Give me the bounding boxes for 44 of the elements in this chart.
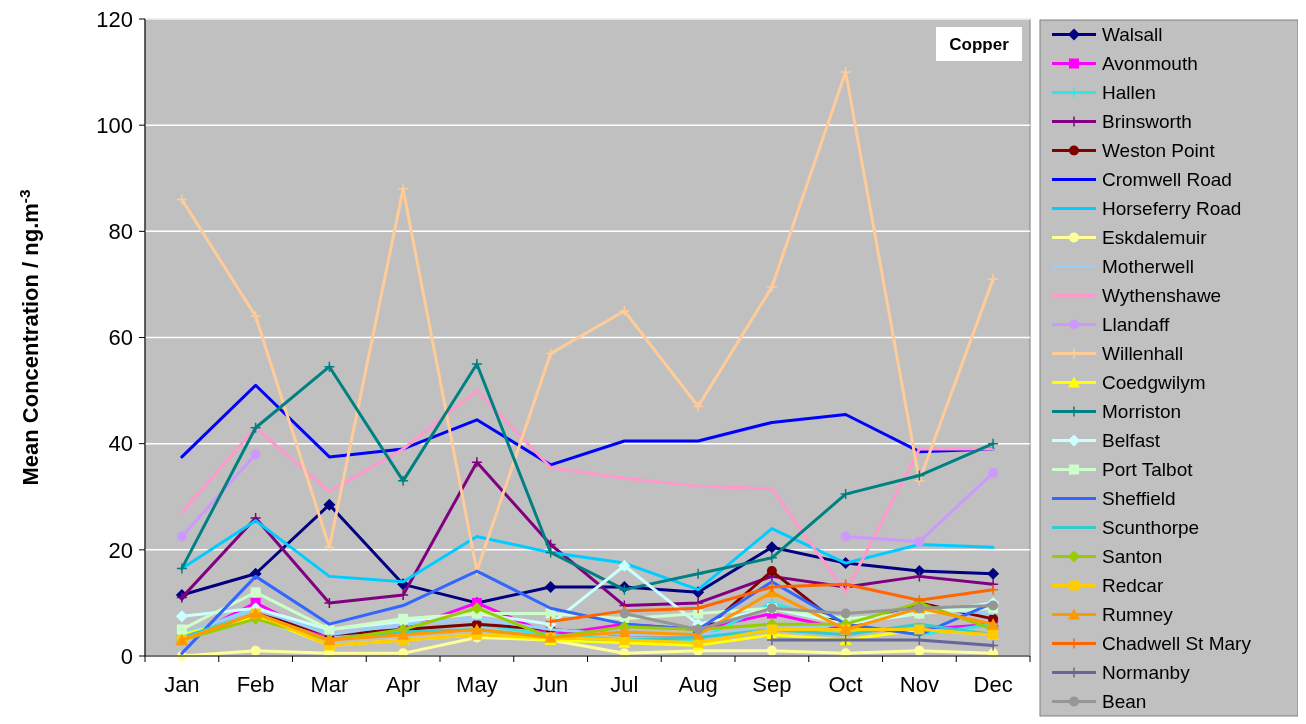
x-tick-label: Nov bbox=[899, 672, 939, 697]
x-tick-label: Oct bbox=[828, 672, 863, 697]
x-tick-label: Apr bbox=[386, 672, 421, 697]
text: Copper bbox=[949, 34, 1010, 54]
x-tick-label: Dec bbox=[973, 672, 1013, 697]
x-tick-label: Jan bbox=[164, 672, 200, 697]
legend-label: Sheffield bbox=[1102, 488, 1176, 510]
legend-label: Morriston bbox=[1102, 401, 1182, 423]
legend-label: Avonmouth bbox=[1102, 53, 1198, 75]
legend-label: Willenhall bbox=[1102, 343, 1184, 365]
legend-label: Brinsworth bbox=[1102, 111, 1192, 133]
x-tick-label: May bbox=[456, 672, 498, 697]
x-tick-label: Mar bbox=[310, 672, 349, 697]
x-tick-label: Feb bbox=[236, 672, 275, 697]
legend-label: Motherwell bbox=[1102, 256, 1194, 278]
y-tick-label: 40 bbox=[108, 431, 133, 457]
legend-label: Cromwell Road bbox=[1102, 169, 1232, 191]
legend-label: Eskdalemuir bbox=[1102, 227, 1208, 249]
x-tick-label: Sep bbox=[752, 672, 792, 697]
legend-label: Llandaff bbox=[1102, 314, 1170, 336]
legend-label: Santon bbox=[1102, 546, 1163, 568]
x-tick-label: Jul bbox=[610, 672, 639, 697]
legend-label: Redcar bbox=[1102, 575, 1164, 597]
legend-label: Port Talbot bbox=[1102, 459, 1194, 481]
legend-label: Hallen bbox=[1102, 82, 1156, 104]
x-tick-label: Aug bbox=[678, 672, 718, 697]
legend-label: Belfast bbox=[1102, 430, 1161, 452]
legend-label: Horseferry Road bbox=[1102, 198, 1242, 220]
legend-label: Weston Point bbox=[1102, 140, 1216, 162]
legend-label: Rumney bbox=[1102, 604, 1174, 626]
y-tick-label: 60 bbox=[108, 325, 133, 351]
y-tick-label: 100 bbox=[96, 112, 133, 138]
legend-label: Scunthorpe bbox=[1102, 517, 1200, 539]
y-tick-label: 120 bbox=[96, 6, 133, 32]
legend-label: Coedgwilym bbox=[1102, 372, 1206, 394]
y-tick-label: 20 bbox=[108, 537, 133, 563]
legend-label: Bean bbox=[1102, 691, 1147, 713]
legend-label: Normanby bbox=[1102, 662, 1191, 684]
legend-label: Wythenshawe bbox=[1102, 285, 1222, 307]
y-tick-label: 0 bbox=[120, 643, 133, 669]
y-tick-label: 80 bbox=[108, 219, 133, 245]
legend-label: Walsall bbox=[1102, 24, 1163, 46]
x-tick-label: Jun bbox=[532, 672, 569, 697]
legend-label: Chadwell St Mary bbox=[1102, 633, 1252, 655]
